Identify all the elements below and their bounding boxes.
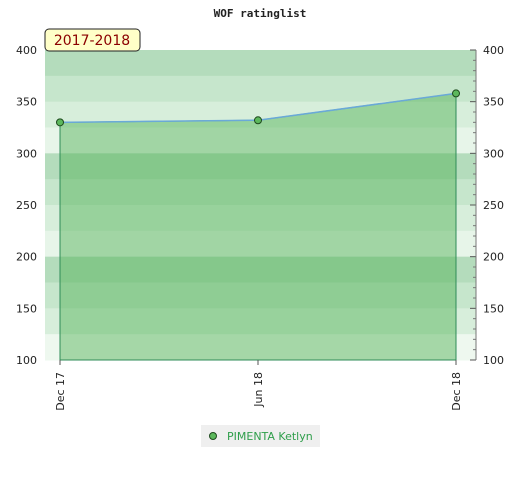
background-band <box>45 334 476 361</box>
y-tick-label-right: 100 <box>483 354 504 367</box>
background-band <box>45 153 476 180</box>
y-tick-label-left: 350 <box>16 96 37 109</box>
series-area <box>59 92 457 361</box>
legend-label: PIMENTA Ketlyn <box>227 429 313 443</box>
data-point <box>254 116 262 125</box>
y-tick-label-left: 300 <box>16 147 37 160</box>
background-band <box>45 205 476 232</box>
y-tick-label-right: 300 <box>483 147 504 160</box>
data-point <box>56 118 64 127</box>
background-band <box>45 282 476 309</box>
season-label: 2017-2018 <box>54 33 130 49</box>
data-point <box>452 89 460 98</box>
background-band <box>45 179 476 206</box>
y-tick-label-left: 200 <box>16 251 37 264</box>
x-tick-label: Jun 18 <box>252 372 265 408</box>
y-tick-label-right: 150 <box>483 302 504 315</box>
background-bands <box>45 50 476 361</box>
legend-marker-icon <box>209 432 217 440</box>
background-band <box>45 256 476 283</box>
x-tick-label: Dec 18 <box>450 372 463 411</box>
y-tick-label-left: 400 <box>16 44 37 57</box>
y-tick-label-right: 250 <box>483 199 504 212</box>
y-tick-label-left: 150 <box>16 302 37 315</box>
markers <box>56 89 460 127</box>
y-tick-label-right: 400 <box>483 44 504 57</box>
legend: PIMENTA Ketlyn <box>201 425 320 447</box>
area-layer <box>59 92 457 361</box>
y-tick-label-left: 100 <box>16 354 37 367</box>
y-tick-label-left: 250 <box>16 199 37 212</box>
x-tick-label: Dec 17 <box>54 372 67 411</box>
chart-title: WOF ratinglist <box>214 7 307 20</box>
background-band <box>45 308 476 335</box>
background-band <box>45 127 476 154</box>
background-band <box>45 50 476 77</box>
background-band <box>45 75 476 103</box>
axes: 100 100 150 150 200 200 250 250 300 300 350 350 400 4… <box>16 44 504 411</box>
season-badge: 2017-2018 <box>44 28 141 52</box>
y-tick-label-right: 200 <box>483 251 504 264</box>
background-band <box>45 230 476 258</box>
y-tick-label-right: 350 <box>483 96 504 109</box>
background-band <box>45 101 476 128</box>
